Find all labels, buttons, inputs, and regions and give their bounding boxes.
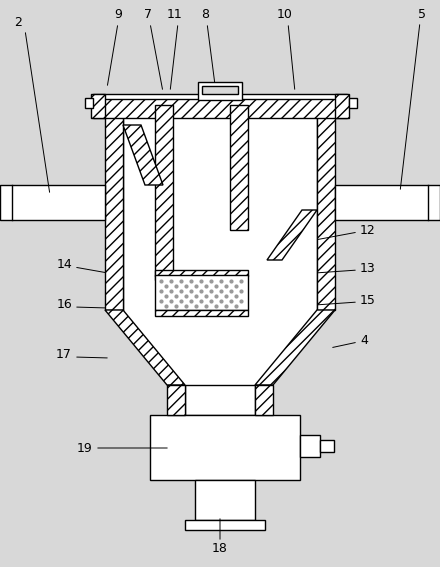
Bar	[198, 82, 242, 100]
Bar	[300, 435, 320, 457]
Bar	[185, 385, 255, 415]
Text: 16: 16	[56, 298, 72, 311]
Bar	[155, 270, 248, 276]
Bar	[155, 275, 248, 310]
Text: 4: 4	[360, 333, 368, 346]
Bar	[335, 185, 440, 220]
Bar	[230, 105, 248, 230]
Text: 8: 8	[201, 9, 209, 22]
Text: 15: 15	[360, 294, 376, 307]
Bar	[317, 105, 335, 310]
Text: 11: 11	[167, 9, 183, 22]
Text: 19: 19	[76, 442, 92, 455]
Bar	[185, 520, 265, 530]
Bar	[167, 385, 185, 415]
Bar	[85, 98, 93, 108]
Text: 18: 18	[212, 541, 228, 555]
Polygon shape	[105, 310, 185, 385]
Bar	[123, 105, 317, 310]
Bar	[255, 385, 273, 415]
Text: 17: 17	[56, 349, 72, 362]
Text: 5: 5	[418, 9, 426, 22]
Polygon shape	[267, 210, 317, 260]
Bar	[93, 98, 347, 118]
Bar	[0, 185, 105, 220]
Text: 12: 12	[360, 223, 376, 236]
Bar	[173, 105, 230, 280]
Bar	[155, 310, 248, 316]
Bar	[91, 94, 105, 118]
Bar	[202, 86, 238, 94]
Polygon shape	[123, 125, 163, 185]
Bar	[155, 105, 173, 280]
Bar	[93, 94, 347, 99]
Text: 10: 10	[277, 9, 293, 22]
Polygon shape	[123, 310, 317, 385]
Text: 9: 9	[114, 9, 122, 22]
Polygon shape	[255, 310, 335, 385]
Text: 2: 2	[14, 15, 22, 28]
Bar	[195, 480, 255, 520]
Text: 13: 13	[360, 261, 376, 274]
Bar	[105, 105, 123, 310]
Bar	[320, 440, 334, 452]
Bar	[335, 94, 349, 118]
Text: 14: 14	[56, 259, 72, 272]
Bar	[349, 98, 357, 108]
Text: 7: 7	[144, 9, 152, 22]
Bar	[150, 415, 300, 480]
